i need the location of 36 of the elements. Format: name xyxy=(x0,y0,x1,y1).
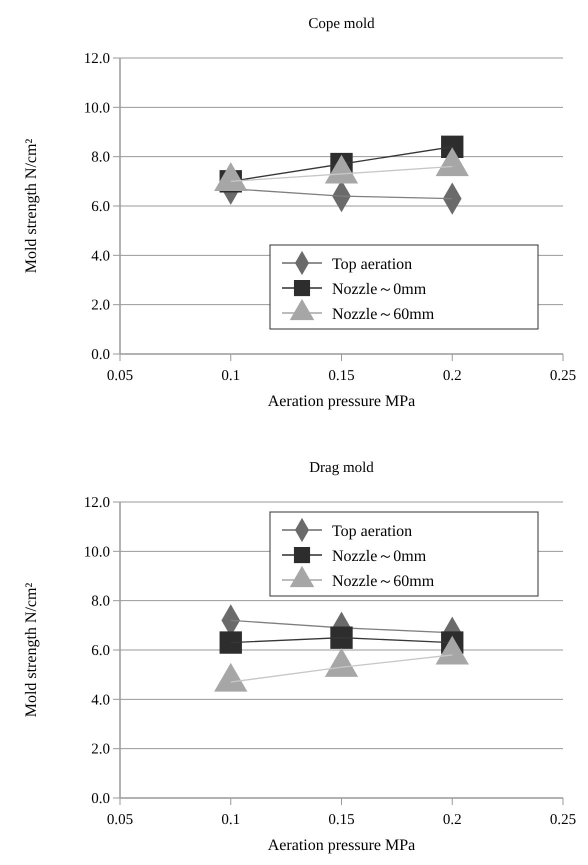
y-tick-label: 6.0 xyxy=(91,643,110,659)
legend-label: Nozzle～0mm xyxy=(332,548,427,565)
legend-label: Nozzle～60mm xyxy=(332,573,435,590)
y-tick-label: 0.0 xyxy=(91,791,110,807)
y-tick-label: 10.0 xyxy=(84,544,110,560)
x-tick-label: 0.05 xyxy=(106,368,134,384)
y-axis-title: Mold strength N/cm² xyxy=(23,582,40,718)
x-tick-label: 0.1 xyxy=(221,812,240,828)
y-tick-label: 4.0 xyxy=(91,692,110,708)
y-tick-label: 4.0 xyxy=(91,248,110,264)
y-tick-label: 2.0 xyxy=(91,298,110,314)
legend-label: Nozzle～0mm xyxy=(332,281,427,298)
y-axis-title: Mold strength N/cm² xyxy=(23,138,40,274)
x-tick-label: 0.15 xyxy=(328,812,355,828)
chart-title: Drag mold xyxy=(309,460,374,476)
y-tick-label: 6.0 xyxy=(91,199,110,215)
x-tick-label: 0.05 xyxy=(106,812,134,828)
y-tick-label: 12.0 xyxy=(84,51,110,67)
y-tick-label: 8.0 xyxy=(91,150,110,166)
legend-label: Top aeration xyxy=(332,256,412,273)
x-axis-title: Aeration pressure MPa xyxy=(268,837,416,854)
x-axis-title: Aeration pressure MPa xyxy=(268,393,416,410)
x-tick-label: 0.25 xyxy=(550,812,576,828)
x-tick-label: 0.15 xyxy=(328,368,355,384)
y-tick-label: 10.0 xyxy=(84,100,110,116)
x-tick-label: 0.1 xyxy=(221,368,240,384)
x-tick-label: 0.25 xyxy=(550,368,576,384)
chart-title: Cope mold xyxy=(308,16,376,32)
legend-label: Nozzle～60mm xyxy=(332,306,435,323)
y-tick-label: 0.0 xyxy=(91,347,110,363)
y-tick-label: 12.0 xyxy=(84,495,110,511)
x-tick-label: 0.2 xyxy=(442,368,462,384)
y-tick-label: 2.0 xyxy=(91,742,110,758)
y-tick-label: 8.0 xyxy=(91,594,110,610)
x-tick-label: 0.2 xyxy=(442,812,462,828)
legend-label: Top aeration xyxy=(332,523,412,540)
